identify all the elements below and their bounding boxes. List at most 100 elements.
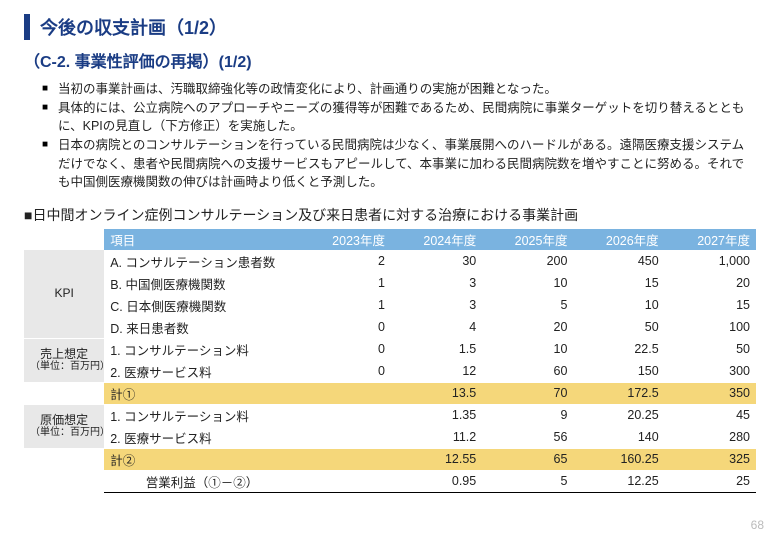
- cell: 50: [573, 316, 664, 338]
- col-2026: 2026年度: [573, 229, 664, 251]
- cell: 280: [665, 426, 756, 448]
- cell: 10: [482, 338, 573, 360]
- table-header-row: 項目 2023年度 2024年度 2025年度 2026年度 2027年度: [24, 229, 756, 251]
- cell: [300, 448, 391, 470]
- cell: 12.55: [391, 448, 482, 470]
- col-2027: 2027年度: [665, 229, 756, 251]
- cell: 1,000: [665, 250, 756, 272]
- cell: 13.5: [391, 382, 482, 404]
- cell: 5: [482, 470, 573, 492]
- cell: 22.5: [573, 338, 664, 360]
- cell-label: 計①: [104, 382, 300, 404]
- col-2023: 2023年度: [300, 229, 391, 251]
- cell: 65: [482, 448, 573, 470]
- cell: 5: [482, 294, 573, 316]
- cell-label: D. 来日患者数: [104, 316, 300, 338]
- cell: [300, 382, 391, 404]
- col-2025: 2025年度: [482, 229, 573, 251]
- cell: 450: [573, 250, 664, 272]
- cell: 10: [573, 294, 664, 316]
- cell-label: 1. コンサルテーション料: [104, 338, 300, 360]
- cell: 10: [482, 272, 573, 294]
- cell: 25: [665, 470, 756, 492]
- rowgroup-sales: 売上想定 （単位：百万円）: [24, 338, 104, 382]
- cell-label: A. コンサルテーション患者数: [104, 250, 300, 272]
- cell: 3: [391, 272, 482, 294]
- rowgroup-cost-label: 原価想定: [40, 413, 88, 427]
- title-bar: 今後の収支計画（1/2）: [24, 14, 756, 40]
- cell: 56: [482, 426, 573, 448]
- cell: 140: [573, 426, 664, 448]
- cell-label: 営業利益（①－②）: [104, 470, 300, 492]
- cell-label: B. 中国側医療機関数: [104, 272, 300, 294]
- cell: 150: [573, 360, 664, 382]
- col-item: 項目: [104, 229, 300, 251]
- cell: 0: [300, 360, 391, 382]
- blank-cell: [24, 470, 104, 492]
- plan-table: 項目 2023年度 2024年度 2025年度 2026年度 2027年度 KP…: [24, 229, 756, 493]
- rowgroup-cost: 原価想定 （単位：百万円）: [24, 404, 104, 448]
- bullet-item: 日本の病院とのコンサルテーションを行っている民間病院は少なく、事業展開へのハード…: [42, 136, 756, 190]
- bullet-list: 当初の事業計画は、汚職取締強化等の政情変化により、計画通りの実施が困難となった。…: [24, 80, 756, 191]
- cell: 0: [300, 316, 391, 338]
- table-row: 原価想定 （単位：百万円） 1. コンサルテーション料 1.35 9 20.25…: [24, 404, 756, 426]
- cell: 70: [482, 382, 573, 404]
- section-heading: ■日中間オンライン症例コンサルテーション及び来日患者に対する治療における事業計画: [24, 205, 756, 225]
- cell-label: 計②: [104, 448, 300, 470]
- cell: 45: [665, 404, 756, 426]
- table-row-op: 営業利益（①－②） 0.95 5 12.25 25: [24, 470, 756, 492]
- bullet-item: 具体的には、公立病院へのアプローチやニーズの獲得等が困難であるため、民間病院に事…: [42, 99, 756, 135]
- table-row: C. 日本側医療機関数 1 3 5 10 15: [24, 294, 756, 316]
- cell: 1.35: [391, 404, 482, 426]
- cell: [300, 404, 391, 426]
- table-row: 2. 医療サービス料 0 12 60 150 300: [24, 360, 756, 382]
- cell-label: 1. コンサルテーション料: [104, 404, 300, 426]
- cell: 60: [482, 360, 573, 382]
- cell: 4: [391, 316, 482, 338]
- cell: 9: [482, 404, 573, 426]
- cell: 300: [665, 360, 756, 382]
- cell: 1: [300, 272, 391, 294]
- page-title: 今後の収支計画（1/2）: [40, 14, 756, 40]
- cell: 50: [665, 338, 756, 360]
- table-row-sum2: 計② 12.55 65 160.25 325: [24, 448, 756, 470]
- col-2024: 2024年度: [391, 229, 482, 251]
- table-row: D. 来日患者数 0 4 20 50 100: [24, 316, 756, 338]
- cell-label: C. 日本側医療機関数: [104, 294, 300, 316]
- cell: 20: [482, 316, 573, 338]
- cell: 350: [665, 382, 756, 404]
- cell: 3: [391, 294, 482, 316]
- cell: 200: [482, 250, 573, 272]
- table-row: 売上想定 （単位：百万円） 1. コンサルテーション料 0 1.5 10 22.…: [24, 338, 756, 360]
- rowgroup-sales-unit: （単位：百万円）: [30, 361, 98, 372]
- cell: 100: [665, 316, 756, 338]
- rowgroup-cost-unit: （単位：百万円）: [30, 427, 98, 438]
- cell: [300, 470, 391, 492]
- cell: 1.5: [391, 338, 482, 360]
- cell: 20: [665, 272, 756, 294]
- header-blank: [24, 229, 104, 251]
- cell: 30: [391, 250, 482, 272]
- rowgroup-sales-label: 売上想定: [40, 347, 88, 361]
- cell: 1: [300, 294, 391, 316]
- cell: 15: [573, 272, 664, 294]
- blank-cell: [24, 448, 104, 470]
- page-number: 68: [751, 518, 764, 532]
- cell: 2: [300, 250, 391, 272]
- cell: 12.25: [573, 470, 664, 492]
- cell-label: 2. 医療サービス料: [104, 360, 300, 382]
- cell-label: 2. 医療サービス料: [104, 426, 300, 448]
- table-row: 2. 医療サービス料 11.2 56 140 280: [24, 426, 756, 448]
- cell: 160.25: [573, 448, 664, 470]
- table-row: B. 中国側医療機関数 1 3 10 15 20: [24, 272, 756, 294]
- cell: 172.5: [573, 382, 664, 404]
- table-row-sum1: 計① 13.5 70 172.5 350: [24, 382, 756, 404]
- cell: [300, 426, 391, 448]
- cell: 0: [300, 338, 391, 360]
- blank-cell: [24, 382, 104, 404]
- bullet-item: 当初の事業計画は、汚職取締強化等の政情変化により、計画通りの実施が困難となった。: [42, 80, 756, 98]
- table-row: KPI A. コンサルテーション患者数 2 30 200 450 1,000: [24, 250, 756, 272]
- cell: 11.2: [391, 426, 482, 448]
- cell: 15: [665, 294, 756, 316]
- rowgroup-kpi: KPI: [24, 250, 104, 338]
